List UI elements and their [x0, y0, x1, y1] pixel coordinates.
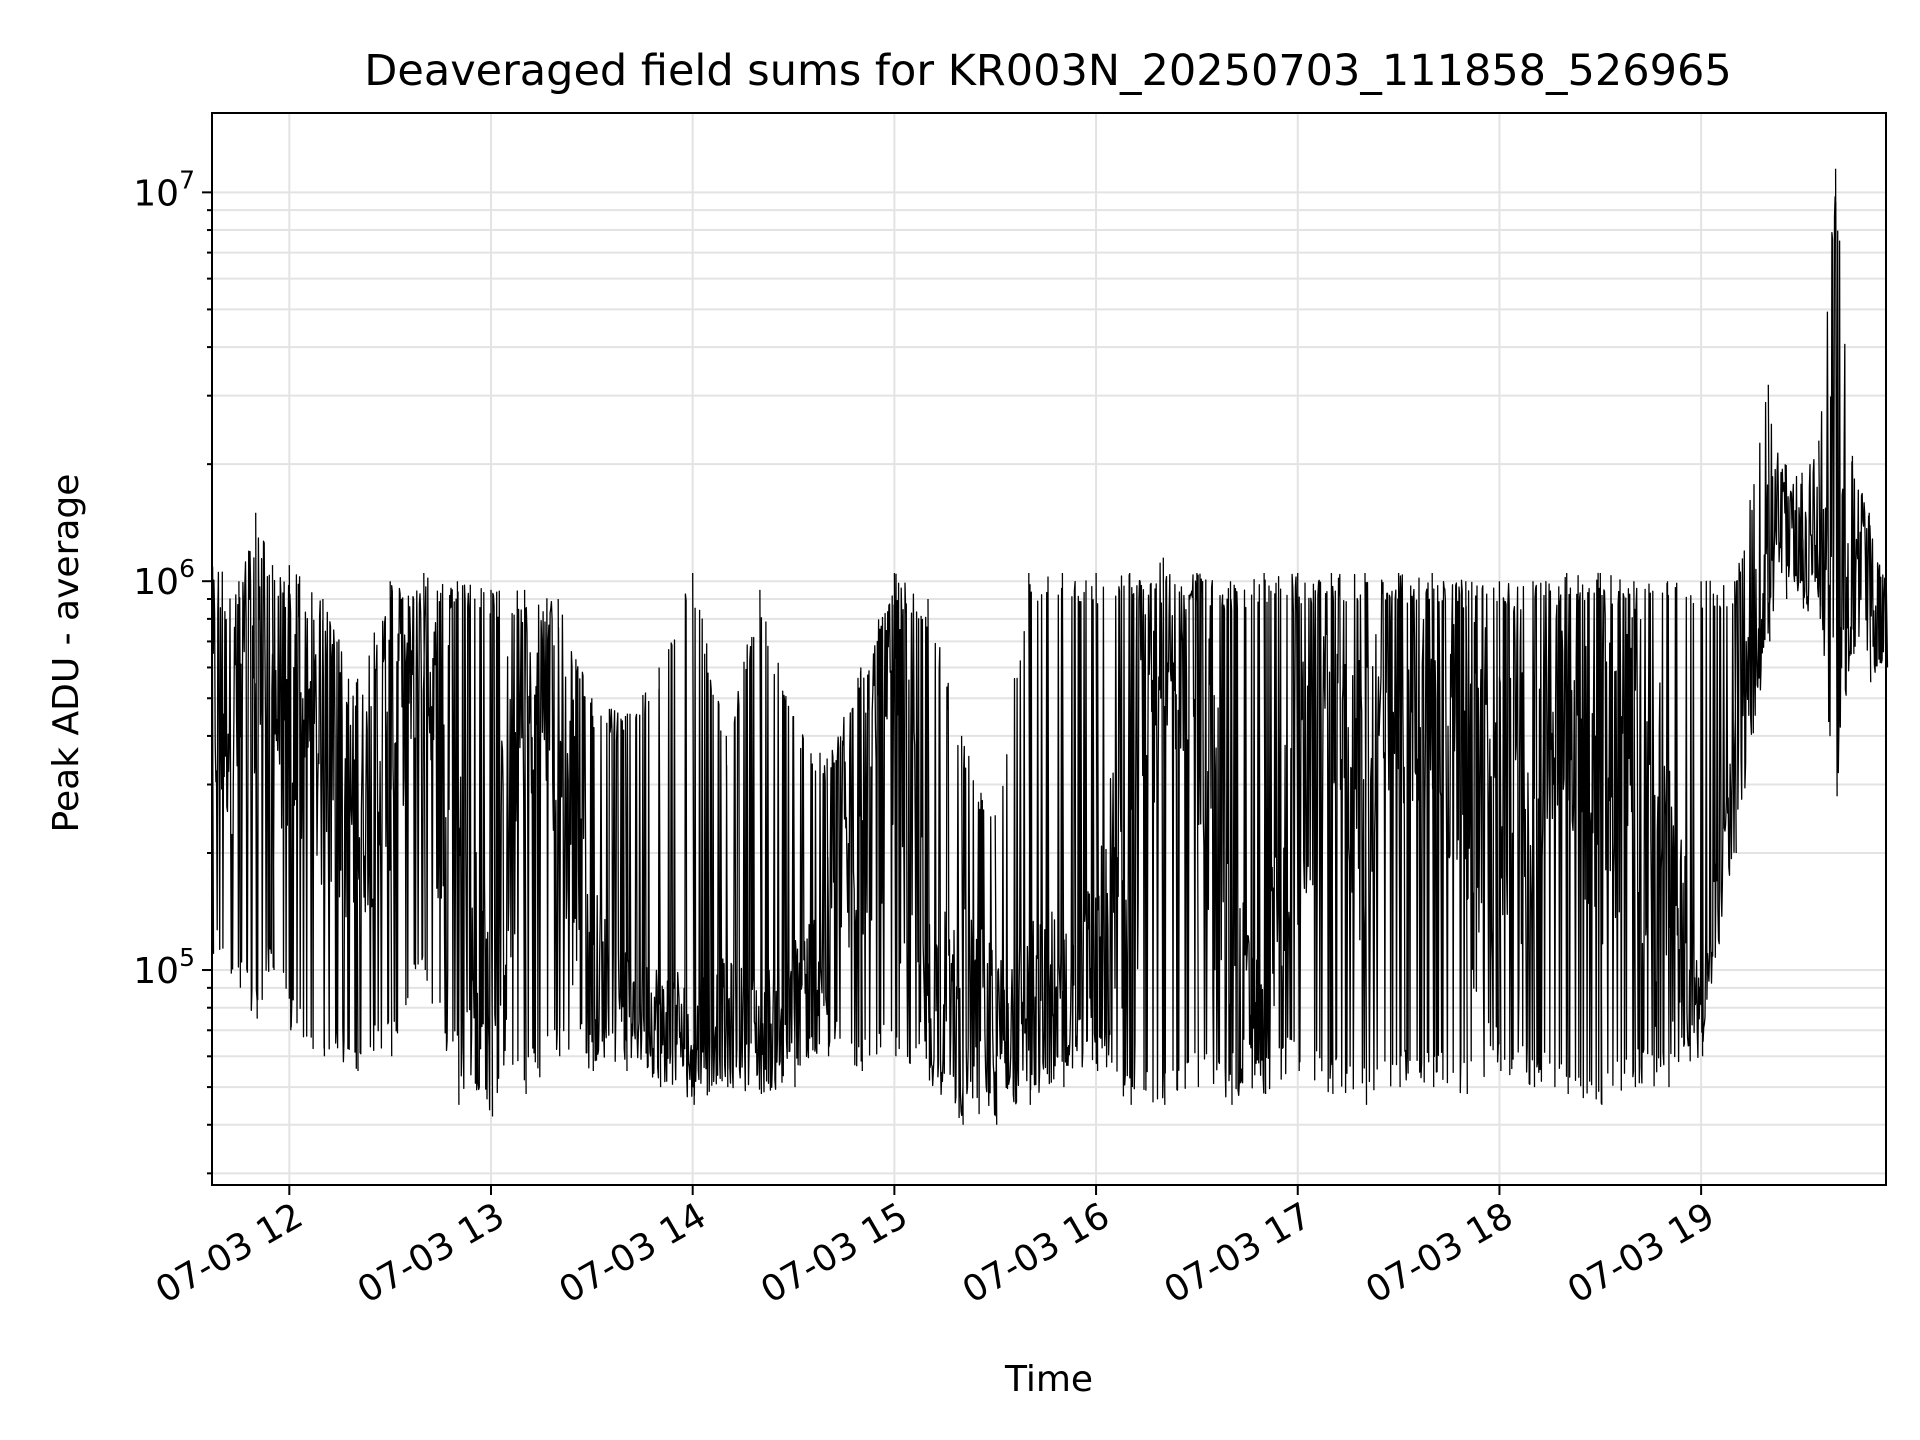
- y-tick-label: 107: [133, 165, 195, 214]
- series-layer: [211, 168, 1889, 1125]
- y-axis-label: Peak ADU - average: [46, 474, 87, 833]
- chart-title: Deaveraged field sums for KR003N_2025070…: [364, 46, 1731, 96]
- plot-frame: [211, 112, 1887, 1186]
- y-tick-label: 105: [133, 943, 195, 992]
- x-axis-label: Time: [1004, 1359, 1093, 1400]
- series-line: [211, 168, 1889, 1125]
- y-tick-label: 106: [133, 554, 195, 603]
- y-axis: 105 106 107: [133, 165, 212, 1175]
